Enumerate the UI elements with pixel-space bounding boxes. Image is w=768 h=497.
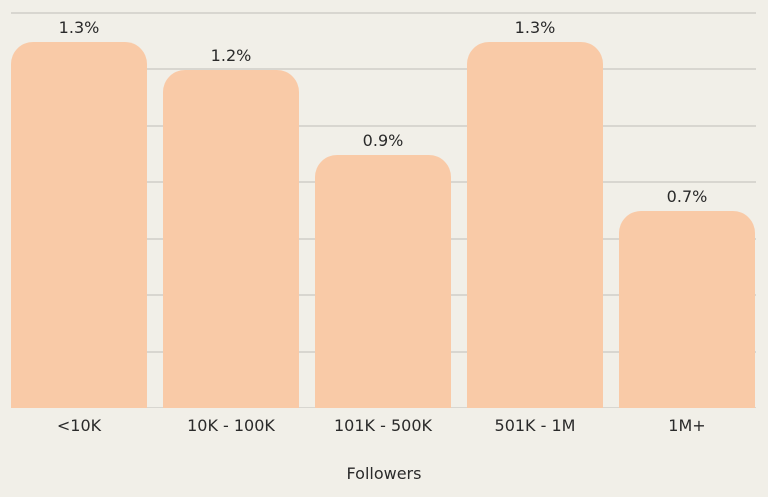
bar-501k-1m: [467, 42, 603, 408]
category-label: <10K: [56, 416, 102, 435]
value-label: 1.2%: [210, 46, 252, 65]
category-label: 501K - 1M: [494, 416, 576, 435]
x-axis-title: Followers: [346, 464, 422, 483]
bar-1m-plus: [619, 211, 755, 408]
gridline: [11, 68, 756, 70]
bar-10k-100k: [163, 70, 299, 408]
gridline: [11, 12, 756, 14]
value-label: 1.3%: [514, 18, 556, 37]
category-label: 101K - 500K: [333, 416, 432, 435]
value-label: 0.9%: [362, 131, 404, 150]
value-label: 0.7%: [666, 187, 708, 206]
bar-101k-500k: [315, 155, 451, 408]
bar-lt10k: [11, 42, 147, 408]
value-label: 1.3%: [58, 18, 100, 37]
category-label: 1M+: [668, 416, 706, 435]
gridline: [11, 125, 756, 127]
category-label: 10K - 100K: [187, 416, 275, 435]
